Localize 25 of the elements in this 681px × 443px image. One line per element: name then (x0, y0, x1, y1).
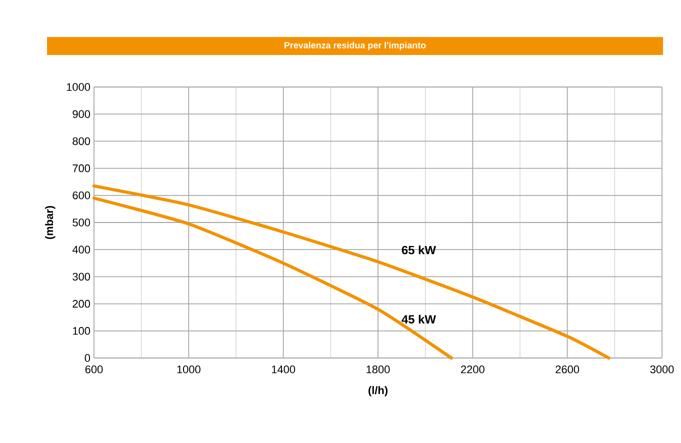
series-label: 65 kW (402, 246, 436, 254)
x-tick-label: 1400 (272, 366, 296, 374)
x-axis-title: (l/h) (368, 386, 388, 396)
y-tick-label: 900 (72, 110, 90, 118)
y-tick-label: 200 (72, 300, 90, 308)
y-tick-label: 0 (84, 354, 90, 362)
x-tick-label: 2200 (461, 366, 484, 374)
line-series (92, 184, 610, 360)
y-tick-label: 800 (72, 137, 90, 146)
x-tick-label: 1800 (366, 366, 390, 374)
x-tick-label: 3000 (650, 366, 674, 374)
x-tick-label: 600 (85, 366, 103, 374)
series-label: 45 kW (402, 314, 436, 324)
y-tick-label: 500 (72, 218, 90, 226)
y-tick-label: 1000 (66, 83, 90, 91)
x-tick-label: 2600 (556, 366, 580, 374)
line-series (92, 196, 453, 360)
y-tick-label: 300 (72, 272, 90, 281)
y-tick-label: 400 (72, 246, 90, 254)
y-tick-label: 600 (72, 192, 90, 200)
chart-title: Prevalenza residua per l'impianto (284, 42, 426, 50)
x-tick-label: 1000 (177, 366, 200, 374)
y-tick-label: 100 (73, 327, 90, 335)
y-axis-title: (mbar) (45, 206, 56, 239)
y-tick-label: 700 (72, 164, 90, 172)
